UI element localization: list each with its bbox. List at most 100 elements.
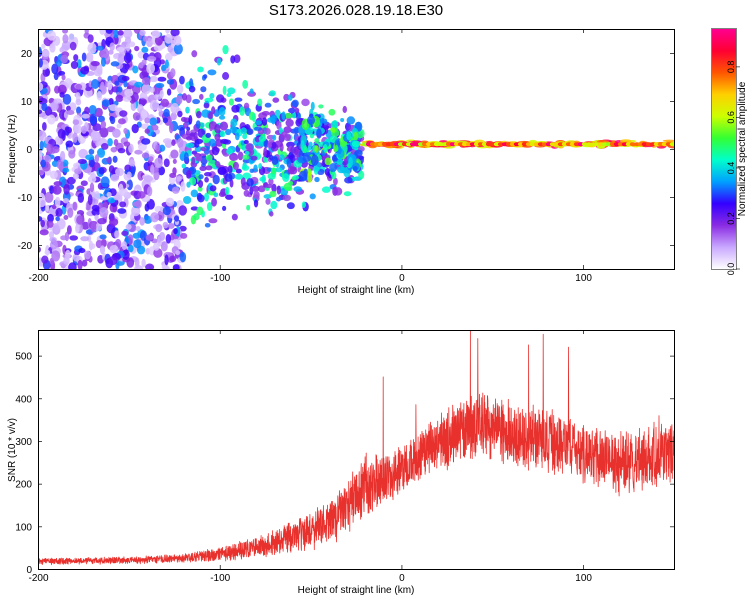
spectrogram-blob	[78, 148, 88, 159]
spectrogram-blob	[75, 98, 82, 106]
spectrogram-blob	[154, 35, 163, 46]
spectrogram-blob	[157, 76, 167, 82]
snr-ytick-label: 400	[15, 394, 32, 405]
spectrogram-blob	[38, 82, 44, 92]
spectrogram-blob	[188, 114, 193, 125]
spectrogram-blob	[170, 149, 179, 159]
spectrogram-blob	[97, 147, 106, 158]
spectrogram-blob	[165, 233, 172, 244]
spectrogram-blob	[213, 192, 219, 198]
spectrogram-blob	[121, 230, 129, 236]
spectrogram-blob	[164, 33, 173, 44]
spectrogram-blob	[172, 264, 180, 269]
colorbar-tick-label: 0.2	[726, 212, 736, 225]
spectrogram-blob	[196, 110, 202, 119]
spectrogram-blob	[291, 99, 299, 108]
spectrogram-blob	[287, 107, 296, 114]
spectrogram-blob	[233, 54, 241, 64]
spectrogram-blob	[115, 167, 124, 177]
spectrogram-blob	[150, 164, 155, 175]
spectrogram-blob	[191, 50, 198, 58]
spectrogram-blob	[117, 147, 126, 154]
spectrogram-blob	[165, 52, 173, 61]
spectrogram-blob	[113, 29, 119, 39]
spectrogram-blob	[162, 138, 172, 144]
spectrogram-blob	[183, 152, 189, 161]
spectrogram-blob	[126, 171, 132, 179]
spectrogram-blob	[197, 194, 205, 203]
spectrogram-blob	[63, 214, 69, 221]
spectrogram-blob	[189, 176, 197, 186]
spectrogram-blob	[282, 173, 290, 182]
spectrogram-blob	[619, 139, 632, 143]
spectrogram-blob	[117, 86, 123, 93]
colorbar-tick-label: 0.0	[726, 263, 736, 276]
spectrogram-blob	[285, 186, 293, 192]
spectrogram-blob	[241, 165, 250, 171]
spectrogram-blob	[148, 156, 154, 162]
spectrogram-blob	[225, 128, 232, 136]
spectrogram-blob	[99, 127, 109, 138]
spectrogram-blob	[204, 192, 210, 202]
spectrogram-xtick-label: 100	[575, 273, 592, 284]
spectrogram-blob	[207, 69, 217, 76]
spectrogram-blob	[172, 167, 177, 175]
spectrogram-blob	[87, 42, 97, 54]
spectrogram-blob	[175, 95, 183, 105]
spectrogram-blob	[285, 118, 294, 127]
spectrogram-blob	[141, 138, 151, 145]
spectrogram-blob	[352, 166, 358, 172]
spectrogram-blob	[101, 99, 110, 107]
snr-xtick-label: 0	[399, 573, 405, 584]
spectrogram-blob	[271, 142, 277, 149]
spectrogram-blob	[53, 72, 59, 81]
spectrogram-blob	[117, 30, 124, 36]
snr-ytick-label: 200	[15, 480, 32, 491]
spectrogram-blob	[178, 205, 188, 216]
spectrogram-blob	[44, 191, 54, 203]
spectrogram-blob	[80, 180, 88, 187]
spectrogram-blob	[60, 235, 68, 241]
spectrogram-blob	[329, 163, 338, 173]
spectrogram-blob	[53, 181, 63, 187]
spectrogram-blob	[59, 47, 64, 53]
spectrogram-blob	[218, 107, 226, 116]
spectrogram-blob	[190, 206, 199, 211]
spectrogram-blob	[180, 181, 186, 192]
spectrogram-blob	[281, 131, 288, 138]
spectrogram-blob	[354, 149, 363, 157]
spectrogram-blob	[242, 133, 248, 140]
spectrogram-blob	[292, 175, 300, 181]
spectrogram-blob	[334, 144, 339, 152]
spectrogram-blob	[237, 151, 244, 161]
spectrogram-blob	[139, 29, 146, 36]
spectrogram-blob	[222, 72, 230, 80]
spectrogram-blob	[133, 29, 141, 34]
spectrogram-blob	[251, 185, 260, 192]
spectrogram-blob	[121, 240, 128, 250]
spectrogram-blob	[271, 156, 279, 166]
spectrogram-xtick-label: -200	[28, 273, 48, 284]
spectrogram-blob	[183, 195, 192, 205]
spectrogram-blob	[127, 234, 134, 246]
spectrogram-blob	[358, 170, 365, 180]
spectrogram-blob	[316, 128, 322, 139]
spectrogram-blob	[194, 139, 200, 148]
spectrogram-blob	[209, 93, 215, 99]
spectrogram-blob	[124, 88, 134, 97]
spectrogram-blob	[93, 68, 103, 77]
spectrogram-blob	[73, 254, 80, 262]
spectrogram-blob	[92, 123, 102, 132]
colorbar-frame	[711, 28, 737, 270]
spectrogram-blob	[259, 176, 266, 182]
spectrogram-blob	[100, 120, 107, 129]
spectrogram-blob	[116, 46, 125, 52]
spectrogram-blob	[96, 91, 103, 101]
spectrogram-blob	[108, 165, 115, 174]
spectrogram-blob	[90, 61, 100, 67]
spectrogram-blob	[300, 139, 305, 152]
spectrogram-blob	[141, 152, 150, 159]
spectrogram-blob	[51, 146, 60, 154]
spectrogram-blob	[90, 130, 99, 141]
spectrogram-blob	[208, 111, 214, 120]
